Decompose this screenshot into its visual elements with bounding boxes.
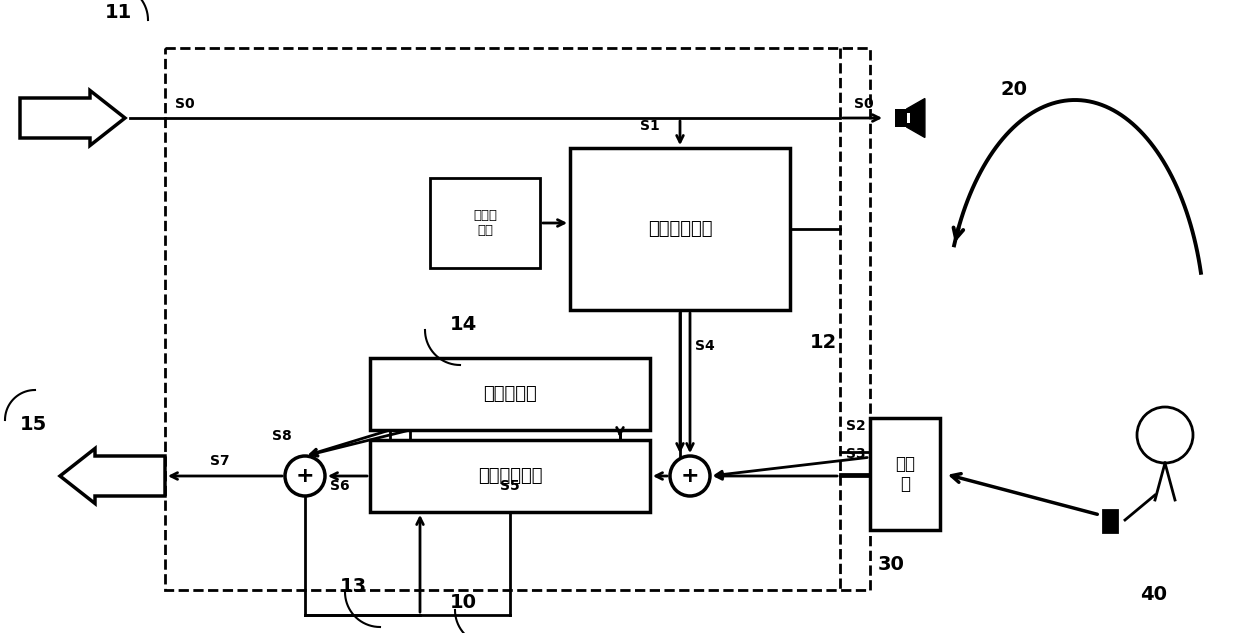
Text: 15: 15	[20, 415, 47, 434]
Text: S3: S3	[846, 447, 866, 461]
Text: 14: 14	[450, 315, 477, 334]
Bar	[165, 48, 870, 590]
Text: S8: S8	[272, 429, 291, 443]
Text: 40: 40	[1140, 585, 1167, 604]
Text: S0: S0	[175, 97, 195, 111]
Text: 30: 30	[878, 555, 905, 574]
Text: +: +	[681, 466, 699, 486]
Polygon shape	[906, 99, 925, 137]
Text: 12: 12	[810, 333, 837, 352]
Text: 20: 20	[999, 80, 1027, 99]
Bar	[370, 358, 650, 430]
Text: +: +	[295, 466, 314, 486]
Text: 麦克
风: 麦克 风	[895, 454, 915, 493]
Text: 噪音补偶器: 噪音补偶器	[484, 385, 537, 403]
Bar	[570, 148, 790, 310]
Text: S2: S2	[846, 419, 866, 433]
Text: S6: S6	[330, 479, 350, 493]
Text: 非线性处理器: 非线性处理器	[477, 467, 542, 485]
Text: S5: S5	[500, 479, 520, 493]
Text: S1: S1	[640, 119, 660, 133]
Text: 自适应滤波器: 自适应滤波器	[647, 220, 712, 238]
Bar	[430, 178, 539, 268]
Text: 11: 11	[105, 3, 133, 22]
Bar	[895, 109, 906, 127]
Bar	[870, 418, 940, 530]
Bar	[370, 440, 650, 512]
Text: S4: S4	[694, 339, 714, 353]
Text: S0: S0	[854, 97, 874, 111]
FancyArrow shape	[60, 449, 165, 503]
Text: 滤波器
参数: 滤波器 参数	[472, 209, 497, 237]
Bar	[1104, 510, 1117, 532]
Text: 13: 13	[340, 577, 367, 596]
Text: 10: 10	[450, 593, 477, 612]
FancyArrow shape	[20, 91, 125, 146]
Bar	[906, 113, 910, 123]
Text: S7: S7	[210, 454, 229, 468]
